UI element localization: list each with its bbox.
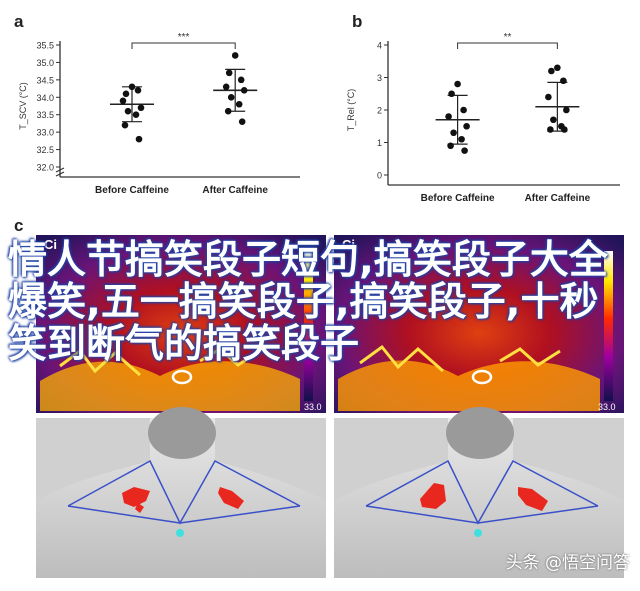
roi-marker-left: [171, 369, 193, 385]
thermal-images: 33.0 Ci 33.0 Ci: [36, 235, 624, 578]
y-axis-label: T_SCV (°C): [18, 82, 28, 130]
y-tick-label: 1: [377, 138, 382, 148]
data-point: [458, 135, 465, 143]
y-tick-label: 35.0: [36, 58, 54, 68]
colorbar-min-left: 33.0: [304, 402, 322, 412]
ci-label-left: Ci: [44, 237, 57, 252]
data-point: [445, 113, 452, 120]
data-point: [463, 122, 470, 130]
y-tick-label: 32.5: [36, 145, 54, 155]
x-tick-label: After Caffeine: [525, 193, 591, 204]
data-point: [554, 64, 561, 72]
data-point: [448, 90, 455, 98]
data-point: [237, 76, 245, 84]
data-point: [137, 104, 145, 112]
x-tick-label: Before Caffeine: [421, 193, 495, 204]
y-tick-label: 35.5: [36, 41, 54, 51]
data-point: [224, 107, 232, 115]
data-point: [560, 77, 567, 85]
y-tick-label: 0: [377, 171, 382, 181]
panel-a-label: a: [14, 12, 24, 31]
significance-label: ***: [178, 32, 190, 43]
data-point: [124, 107, 132, 115]
data-point: [454, 80, 461, 88]
data-point: [225, 69, 233, 77]
data-point: [447, 142, 454, 150]
watermark: 头条 @悟空问答: [505, 553, 630, 573]
y-tick-label: 34.5: [36, 75, 54, 85]
data-point: [128, 83, 136, 91]
ci-label-right: Ci: [342, 237, 355, 252]
data-point: [561, 126, 568, 133]
y-tick-label: 33.0: [36, 128, 54, 138]
data-point: [461, 147, 468, 154]
data-point: [450, 129, 457, 137]
data-point: [238, 118, 246, 125]
data-point: [563, 106, 570, 114]
y-tick-label: 33.5: [36, 110, 54, 120]
data-point: [240, 87, 248, 94]
data-point: [545, 93, 552, 101]
y-tick-label: 34.0: [36, 93, 54, 103]
data-point: [460, 106, 467, 114]
significance-label: **: [504, 32, 512, 43]
panel-c-label: c: [14, 216, 24, 235]
chart-a: 32.0 32.5 33.0 33.5 34.0 34.5 35.0 35.5 T_SCV (°…: [18, 32, 300, 196]
data-point: [547, 126, 554, 133]
y-tick-label: 32.0: [36, 163, 54, 173]
panel-b-label: b: [352, 12, 363, 31]
data-point: [231, 52, 239, 59]
thermal-image-right: 33.0 Ci: [334, 235, 624, 413]
x-tick-label: Before Caffeine: [95, 185, 169, 196]
axis-break: [55, 167, 65, 177]
neck-image-right: [334, 407, 624, 578]
significance-bracket: [457, 42, 558, 49]
significance-bracket: [131, 42, 236, 49]
neck-image-left: [36, 407, 326, 578]
data-point: [227, 93, 235, 101]
data-point: [134, 87, 142, 94]
y-tick-label: 2: [377, 106, 382, 116]
data-point: [121, 121, 129, 129]
data-point: [235, 100, 243, 108]
chart-b: 0 1 2 3 4 T_Rel (°C) Before Caffeine After Caff…: [346, 32, 620, 204]
x-tick-label: After Caffeine: [202, 185, 268, 196]
data-point: [122, 90, 130, 98]
thermal-image-left: 33.0 Ci: [36, 235, 326, 413]
colorbar-min-right: 33.0: [598, 402, 616, 412]
data-point: [132, 111, 140, 119]
data-point: [550, 116, 557, 124]
y-axis-label: T_Rel (°C): [346, 89, 356, 132]
roi-marker-right: [471, 369, 493, 385]
data-point: [222, 83, 230, 91]
data-point: [119, 97, 127, 105]
data-point: [548, 67, 555, 75]
y-tick-label: 3: [377, 73, 382, 83]
data-point: [135, 135, 143, 143]
y-tick-label: 4: [377, 41, 382, 51]
